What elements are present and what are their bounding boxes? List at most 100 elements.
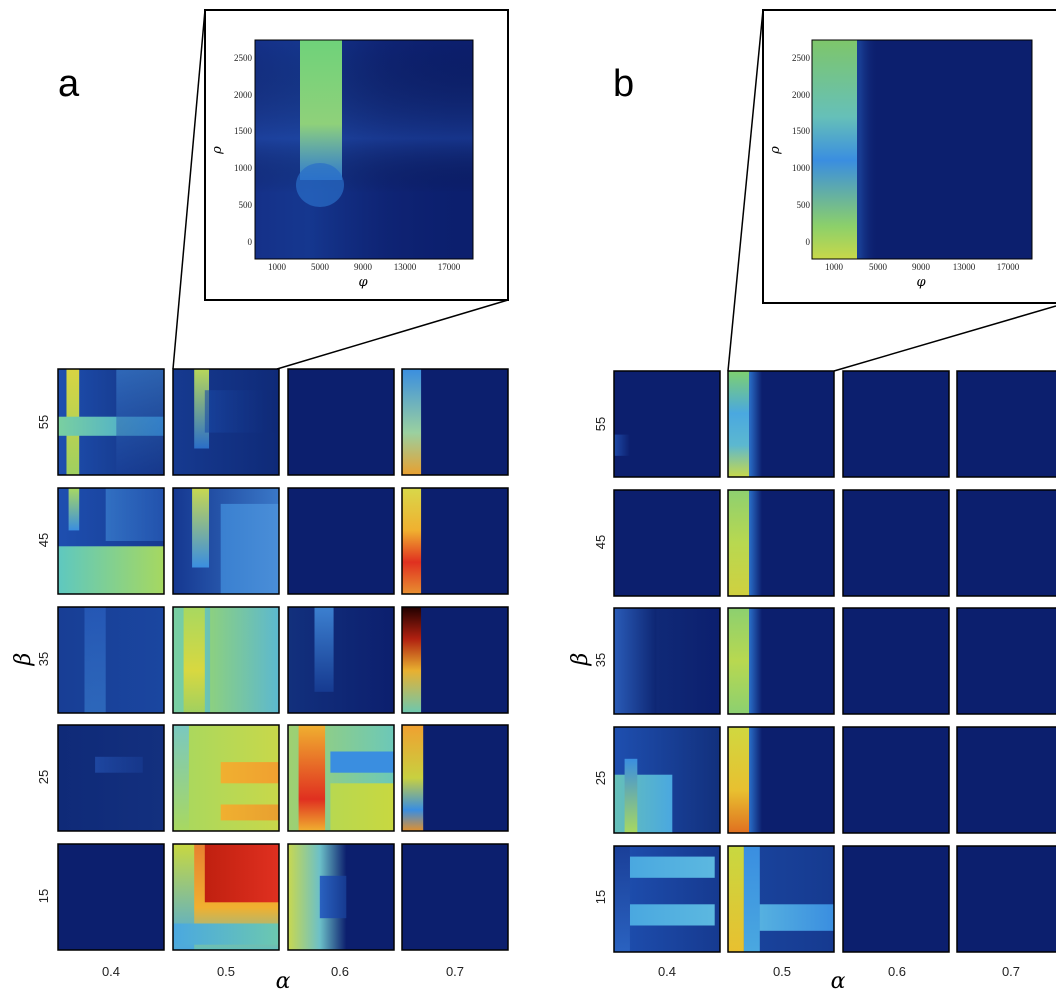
heatmap-cell-a-beta55-alpha0.7 — [401, 368, 509, 476]
heatmap-cell-b-beta55-alpha0.7 — [956, 370, 1056, 478]
heatmap-cell-b-beta55-alpha0.5 — [727, 370, 835, 478]
heatmap-cell-a-beta55-alpha0.5 — [172, 368, 280, 476]
beta-tick: 25 — [36, 770, 51, 784]
heatmap-cell-a-beta15-alpha0.5 — [172, 843, 280, 951]
inset-ytick: 2500 — [234, 53, 253, 63]
heatmap-grid-a — [57, 368, 509, 951]
panel-a: a 2500 2000 1500 1000 500 0 1000 5000 90… — [11, 9, 509, 991]
heatmap-cell-a-beta45-alpha0.7 — [401, 487, 509, 595]
inset-yticks-a: 2500 2000 1500 1000 500 0 — [234, 53, 253, 247]
inset-ytick: 1500 — [234, 126, 253, 136]
heatmap-cell-b-beta25-alpha0.5 — [727, 726, 835, 834]
heatmap-cell-a-beta35-alpha0.5 — [172, 606, 280, 714]
inset-xtick: 5000 — [869, 262, 888, 272]
heatmap-cell-b-beta25-alpha0.7 — [956, 726, 1056, 834]
inset-ytick: 500 — [239, 200, 253, 210]
alpha-ticks-b: 0.4 0.5 0.6 0.7 — [658, 964, 1020, 979]
heatmap-cell-a-beta45-alpha0.4 — [57, 487, 165, 595]
alpha-tick: 0.4 — [102, 964, 120, 979]
beta-tick: 45 — [593, 535, 608, 549]
heatmap-cell-b-beta35-alpha0.4 — [613, 607, 721, 715]
inset-yticks-b: 2500 2000 1500 1000 500 0 — [792, 53, 811, 247]
heatmap-cell-b-beta55-alpha0.6 — [842, 370, 950, 478]
heatmap-cell-b-beta15-alpha0.5 — [727, 845, 835, 953]
panel-label-a: a — [58, 63, 80, 105]
panel-label-b: b — [613, 63, 634, 105]
zoom-line-left-b — [727, 9, 764, 372]
heatmap-cell-a-beta45-alpha0.5 — [172, 487, 280, 595]
alpha-tick: 0.5 — [217, 964, 235, 979]
inset-xticks-a: 1000 5000 9000 13000 17000 — [268, 262, 461, 272]
alpha-tick: 0.7 — [1002, 964, 1020, 979]
inset-ytick: 2500 — [792, 53, 811, 63]
inset-xtick: 1000 — [268, 262, 287, 272]
heatmap-cell-a-beta15-alpha0.7 — [401, 843, 509, 951]
beta-label-b: β — [568, 653, 593, 667]
beta-tick: 55 — [593, 417, 608, 431]
heatmap-cell-a-beta15-alpha0.6 — [287, 843, 395, 951]
zoom-line-left-a — [172, 9, 206, 370]
zoom-line-right-b — [833, 305, 1056, 372]
inset-xlabel-a: φ — [358, 275, 368, 290]
heatmap-cell-b-beta15-alpha0.4 — [613, 845, 721, 953]
inset-xtick: 9000 — [354, 262, 373, 272]
inset-ylabel-a: ρ — [210, 146, 225, 155]
inset-ytick: 1000 — [234, 163, 253, 173]
heatmap-cell-a-beta55-alpha0.6 — [287, 368, 395, 476]
heatmap-cell-a-beta25-alpha0.4 — [57, 724, 165, 832]
heatmap-cell-a-beta35-alpha0.7 — [401, 606, 509, 714]
alpha-tick: 0.5 — [773, 964, 791, 979]
beta-tick: 35 — [593, 653, 608, 667]
beta-ticks-b: 55 45 35 25 15 — [593, 417, 608, 904]
beta-tick: 15 — [36, 889, 51, 903]
inset-xtick: 13000 — [953, 262, 976, 272]
heatmap-grid-b — [613, 370, 1056, 953]
heatmap-cell-a-beta55-alpha0.4 — [57, 368, 165, 476]
beta-tick: 15 — [593, 890, 608, 904]
beta-tick: 55 — [36, 415, 51, 429]
heatmap-cell-b-beta45-alpha0.4 — [613, 489, 721, 597]
inset-xtick: 17000 — [997, 262, 1020, 272]
beta-tick: 25 — [593, 771, 608, 785]
inset-ytick: 0 — [806, 237, 811, 247]
inset-ylabel-b: ρ — [768, 146, 783, 155]
beta-tick: 45 — [36, 533, 51, 547]
heatmap-cell-a-beta35-alpha0.4 — [57, 606, 165, 714]
alpha-tick: 0.6 — [331, 964, 349, 979]
inset-ytick: 500 — [797, 200, 811, 210]
alpha-tick: 0.7 — [446, 964, 464, 979]
heatmap-cell-a-beta25-alpha0.6 — [287, 724, 395, 832]
inset-heatmap-a — [254, 39, 474, 260]
alpha-tick: 0.4 — [658, 964, 676, 979]
inset-ytick: 1000 — [792, 163, 811, 173]
heatmap-cell-b-beta45-alpha0.5 — [727, 489, 835, 597]
alpha-ticks-a: 0.4 0.5 0.6 0.7 — [102, 964, 464, 979]
heatmap-cell-b-beta45-alpha0.6 — [842, 489, 950, 597]
heatmap-cell-a-beta25-alpha0.7 — [401, 724, 509, 832]
inset-ytick: 1500 — [792, 126, 811, 136]
inset-ytick: 2000 — [234, 90, 253, 100]
heatmap-cell-b-beta25-alpha0.4 — [613, 726, 721, 834]
zoom-line-right-a — [276, 299, 509, 370]
heatmap-cell-b-beta15-alpha0.7 — [956, 845, 1056, 953]
heatmap-cell-a-beta15-alpha0.4 — [57, 843, 165, 951]
alpha-label-b: α — [831, 969, 846, 991]
inset-xlabel-b: φ — [916, 275, 926, 290]
heatmap-cell-b-beta35-alpha0.5 — [727, 607, 835, 715]
inset-xtick: 17000 — [438, 262, 461, 272]
heatmap-cell-b-beta35-alpha0.7 — [956, 607, 1056, 715]
inset-xticks-b: 1000 5000 9000 13000 17000 — [825, 262, 1020, 272]
inset-xtick: 13000 — [394, 262, 417, 272]
alpha-tick: 0.6 — [888, 964, 906, 979]
inset-xtick: 1000 — [825, 262, 844, 272]
heatmap-cell-b-beta55-alpha0.4 — [613, 370, 721, 478]
beta-tick: 35 — [36, 652, 51, 666]
heatmap-cell-a-beta45-alpha0.6 — [287, 487, 395, 595]
heatmap-cell-b-beta15-alpha0.6 — [842, 845, 950, 953]
inset-heatmap-b — [811, 39, 1033, 260]
beta-label-a: β — [11, 653, 36, 667]
beta-ticks-a: 55 45 35 25 15 — [36, 415, 51, 903]
inset-xtick: 9000 — [912, 262, 931, 272]
heatmap-cell-b-beta45-alpha0.7 — [956, 489, 1056, 597]
